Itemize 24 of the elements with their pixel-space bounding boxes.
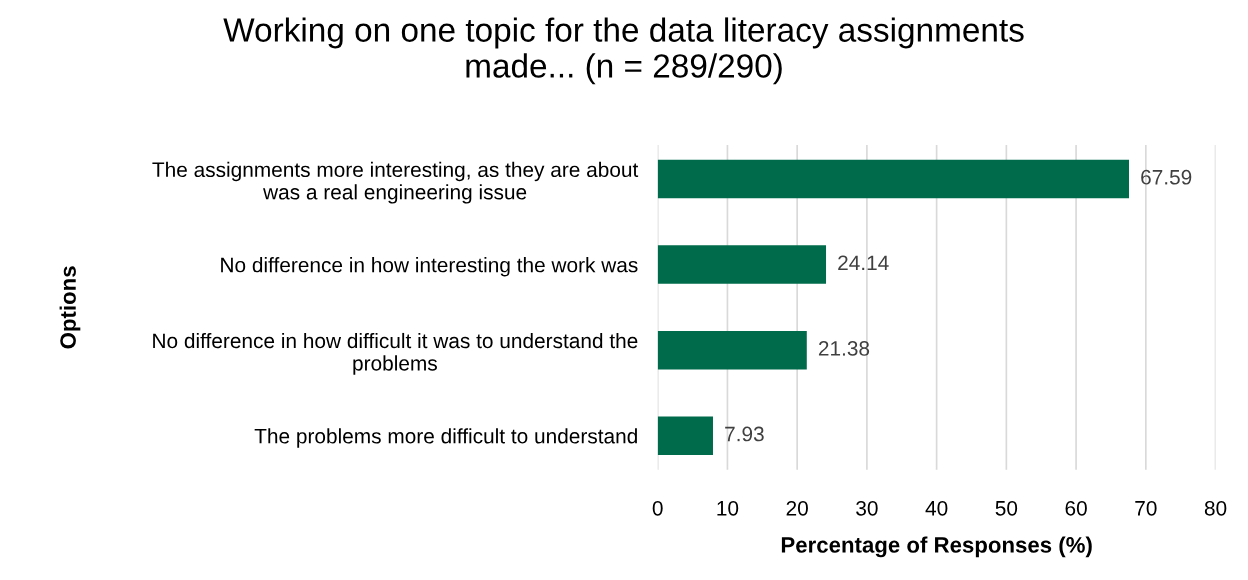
data-label: 24.14: [838, 255, 889, 270]
bar: [657, 245, 827, 284]
bar: [657, 159, 1130, 199]
y-axis-title: Options: [59, 266, 81, 349]
y-tick-label: The problems more difficult to understand: [254, 428, 637, 448]
bar: [657, 330, 807, 370]
x-tick-label: 20: [786, 500, 808, 516]
x-tick-label: 40: [925, 500, 948, 516]
bar: [657, 416, 713, 456]
x-tick-label: 60: [1065, 500, 1087, 516]
x-tick-label: 0: [652, 500, 663, 516]
chart-title: Working on one topic for the data literacy assignments made... (n = 289/290): [223, 17, 1024, 85]
y-tick-label: The assignments more interesting, as they are about was a real engineering issue: [152, 161, 639, 204]
data-label: 21.38: [818, 341, 870, 356]
data-label: 67.59: [1141, 169, 1192, 185]
x-tick-label: 80: [1204, 500, 1227, 516]
x-tick-label: 70: [1135, 500, 1157, 516]
x-axis-title: Percentage of Responses (%): [781, 536, 1092, 558]
x-tick-label: 10: [717, 500, 739, 516]
y-tick-label: No difference in how interesting the work was: [221, 257, 638, 277]
x-tick-label: 50: [995, 500, 1018, 516]
y-tick-label: No difference in how difficult it was to understand the problems: [153, 332, 638, 375]
x-tick-label: 30: [856, 500, 878, 516]
data-label: 7.93: [725, 426, 764, 442]
